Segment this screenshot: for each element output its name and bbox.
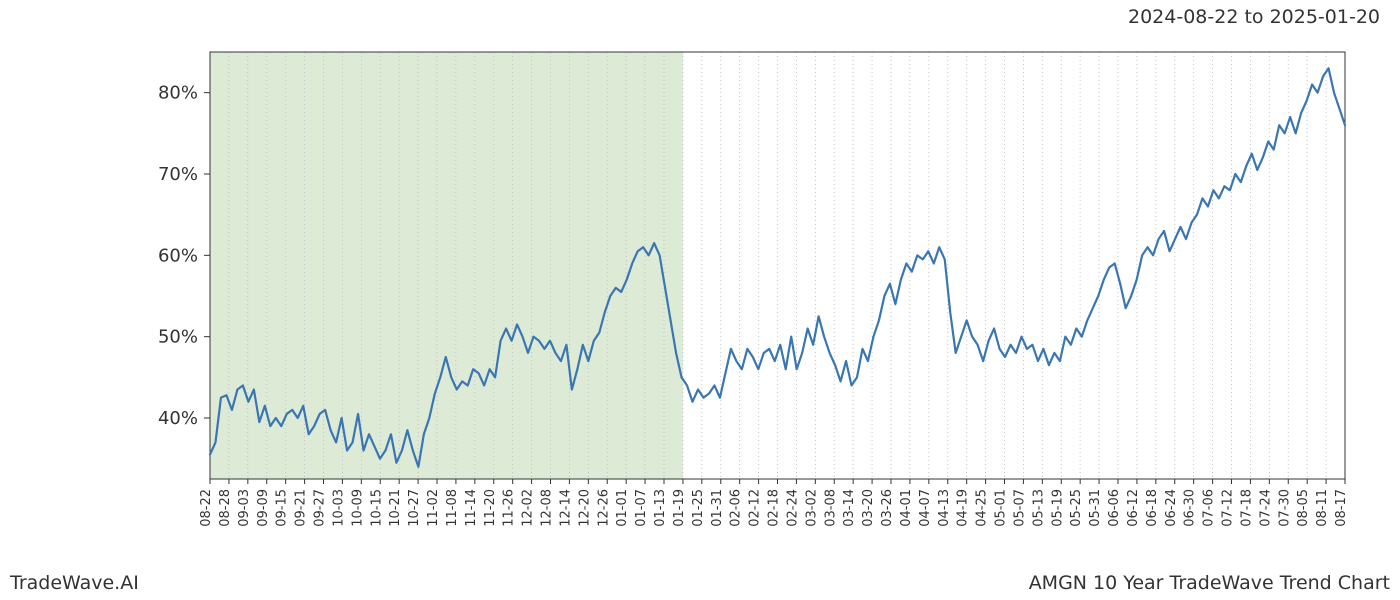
x-tick-label: 03-02 (804, 489, 819, 527)
x-tick-label: 11-08 (445, 489, 460, 527)
x-tick-label: 06-06 (1107, 489, 1122, 527)
x-tick-label: 06-30 (1183, 489, 1198, 527)
x-tick-label: 03-08 (823, 489, 838, 527)
x-tick-label: 07-06 (1202, 489, 1217, 527)
x-tick-label: 05-19 (1050, 489, 1065, 527)
x-tick-label: 07-12 (1221, 489, 1236, 527)
x-tick-label: 12-20 (577, 489, 592, 527)
x-tick-label: 05-13 (1031, 489, 1046, 527)
x-tick-label: 04-19 (956, 489, 971, 527)
x-tick-label: 05-07 (1012, 489, 1027, 527)
x-tick-label: 02-06 (729, 489, 744, 527)
x-tick-label: 08-05 (1296, 489, 1311, 527)
x-tick-label: 02-12 (748, 489, 763, 527)
x-tick-label: 04-07 (918, 489, 933, 527)
x-tick-label: 03-26 (880, 489, 895, 527)
x-tick-label: 06-12 (1126, 489, 1141, 527)
x-tick-label: 06-18 (1145, 489, 1160, 527)
x-tick-label: 07-30 (1277, 489, 1292, 527)
x-tick-label: 03-20 (861, 489, 876, 527)
chart-container: { "header": { "date_range": "2024-08-22 … (0, 0, 1400, 600)
x-tick-label: 01-13 (653, 489, 668, 527)
x-tick-label: 04-01 (899, 489, 914, 527)
x-tick-label: 12-26 (596, 489, 611, 527)
x-tick-label: 09-21 (294, 489, 309, 527)
x-tick-label: 12-02 (521, 489, 536, 527)
x-tick-label: 08-17 (1334, 489, 1349, 527)
x-tick-label: 01-01 (615, 489, 630, 527)
x-tick-label: 09-03 (237, 489, 252, 527)
y-tick-label: 70% (158, 164, 198, 185)
x-tick-label: 10-27 (407, 489, 422, 527)
x-tick-label: 01-31 (710, 489, 725, 527)
x-tick-label: 05-25 (1069, 489, 1084, 527)
x-tick-label: 08-11 (1315, 489, 1330, 527)
x-tick-label: 05-01 (994, 489, 1009, 527)
x-tick-label: 10-15 (369, 489, 384, 527)
x-tick-label: 09-27 (313, 489, 328, 527)
x-tick-label: 09-09 (256, 489, 271, 527)
x-tick-label: 02-24 (785, 489, 800, 527)
x-tick-label: 08-22 (199, 489, 214, 527)
x-tick-label: 11-02 (426, 489, 441, 527)
y-tick-label: 80% (158, 83, 198, 104)
x-tick-label: 11-20 (483, 489, 498, 527)
x-tick-label: 04-13 (937, 489, 952, 527)
x-tick-label: 03-14 (842, 489, 857, 527)
x-tick-label: 11-26 (502, 489, 517, 527)
x-tick-label: 12-08 (540, 489, 555, 527)
x-tick-label: 12-14 (558, 489, 573, 527)
y-tick-label: 60% (158, 245, 198, 266)
x-tick-label: 06-24 (1164, 489, 1179, 527)
x-tick-label: 01-07 (634, 489, 649, 527)
x-tick-label: 05-31 (1088, 489, 1103, 527)
x-tick-label: 10-21 (388, 489, 403, 527)
x-tick-label: 07-24 (1258, 489, 1273, 527)
x-tick-label: 10-03 (331, 489, 346, 527)
trend-chart: 40% 50% 60% 70% 80% 08-22 08-28 09-03 09-09 09-15… (0, 0, 1400, 600)
y-tick-label: 50% (158, 327, 198, 348)
x-tick-label: 10-09 (350, 489, 365, 527)
y-tick-label: 40% (158, 408, 198, 429)
x-tick-label: 11-14 (464, 489, 479, 527)
x-tick-label: 02-18 (767, 489, 782, 527)
x-tick-label: 09-15 (275, 489, 290, 527)
x-tick-label: 04-25 (975, 489, 990, 527)
x-tick-label: 01-19 (672, 489, 687, 527)
x-tick-label: 08-28 (218, 489, 233, 527)
x-tick-label: 01-25 (691, 489, 706, 527)
x-tick-label: 07-18 (1239, 489, 1254, 527)
